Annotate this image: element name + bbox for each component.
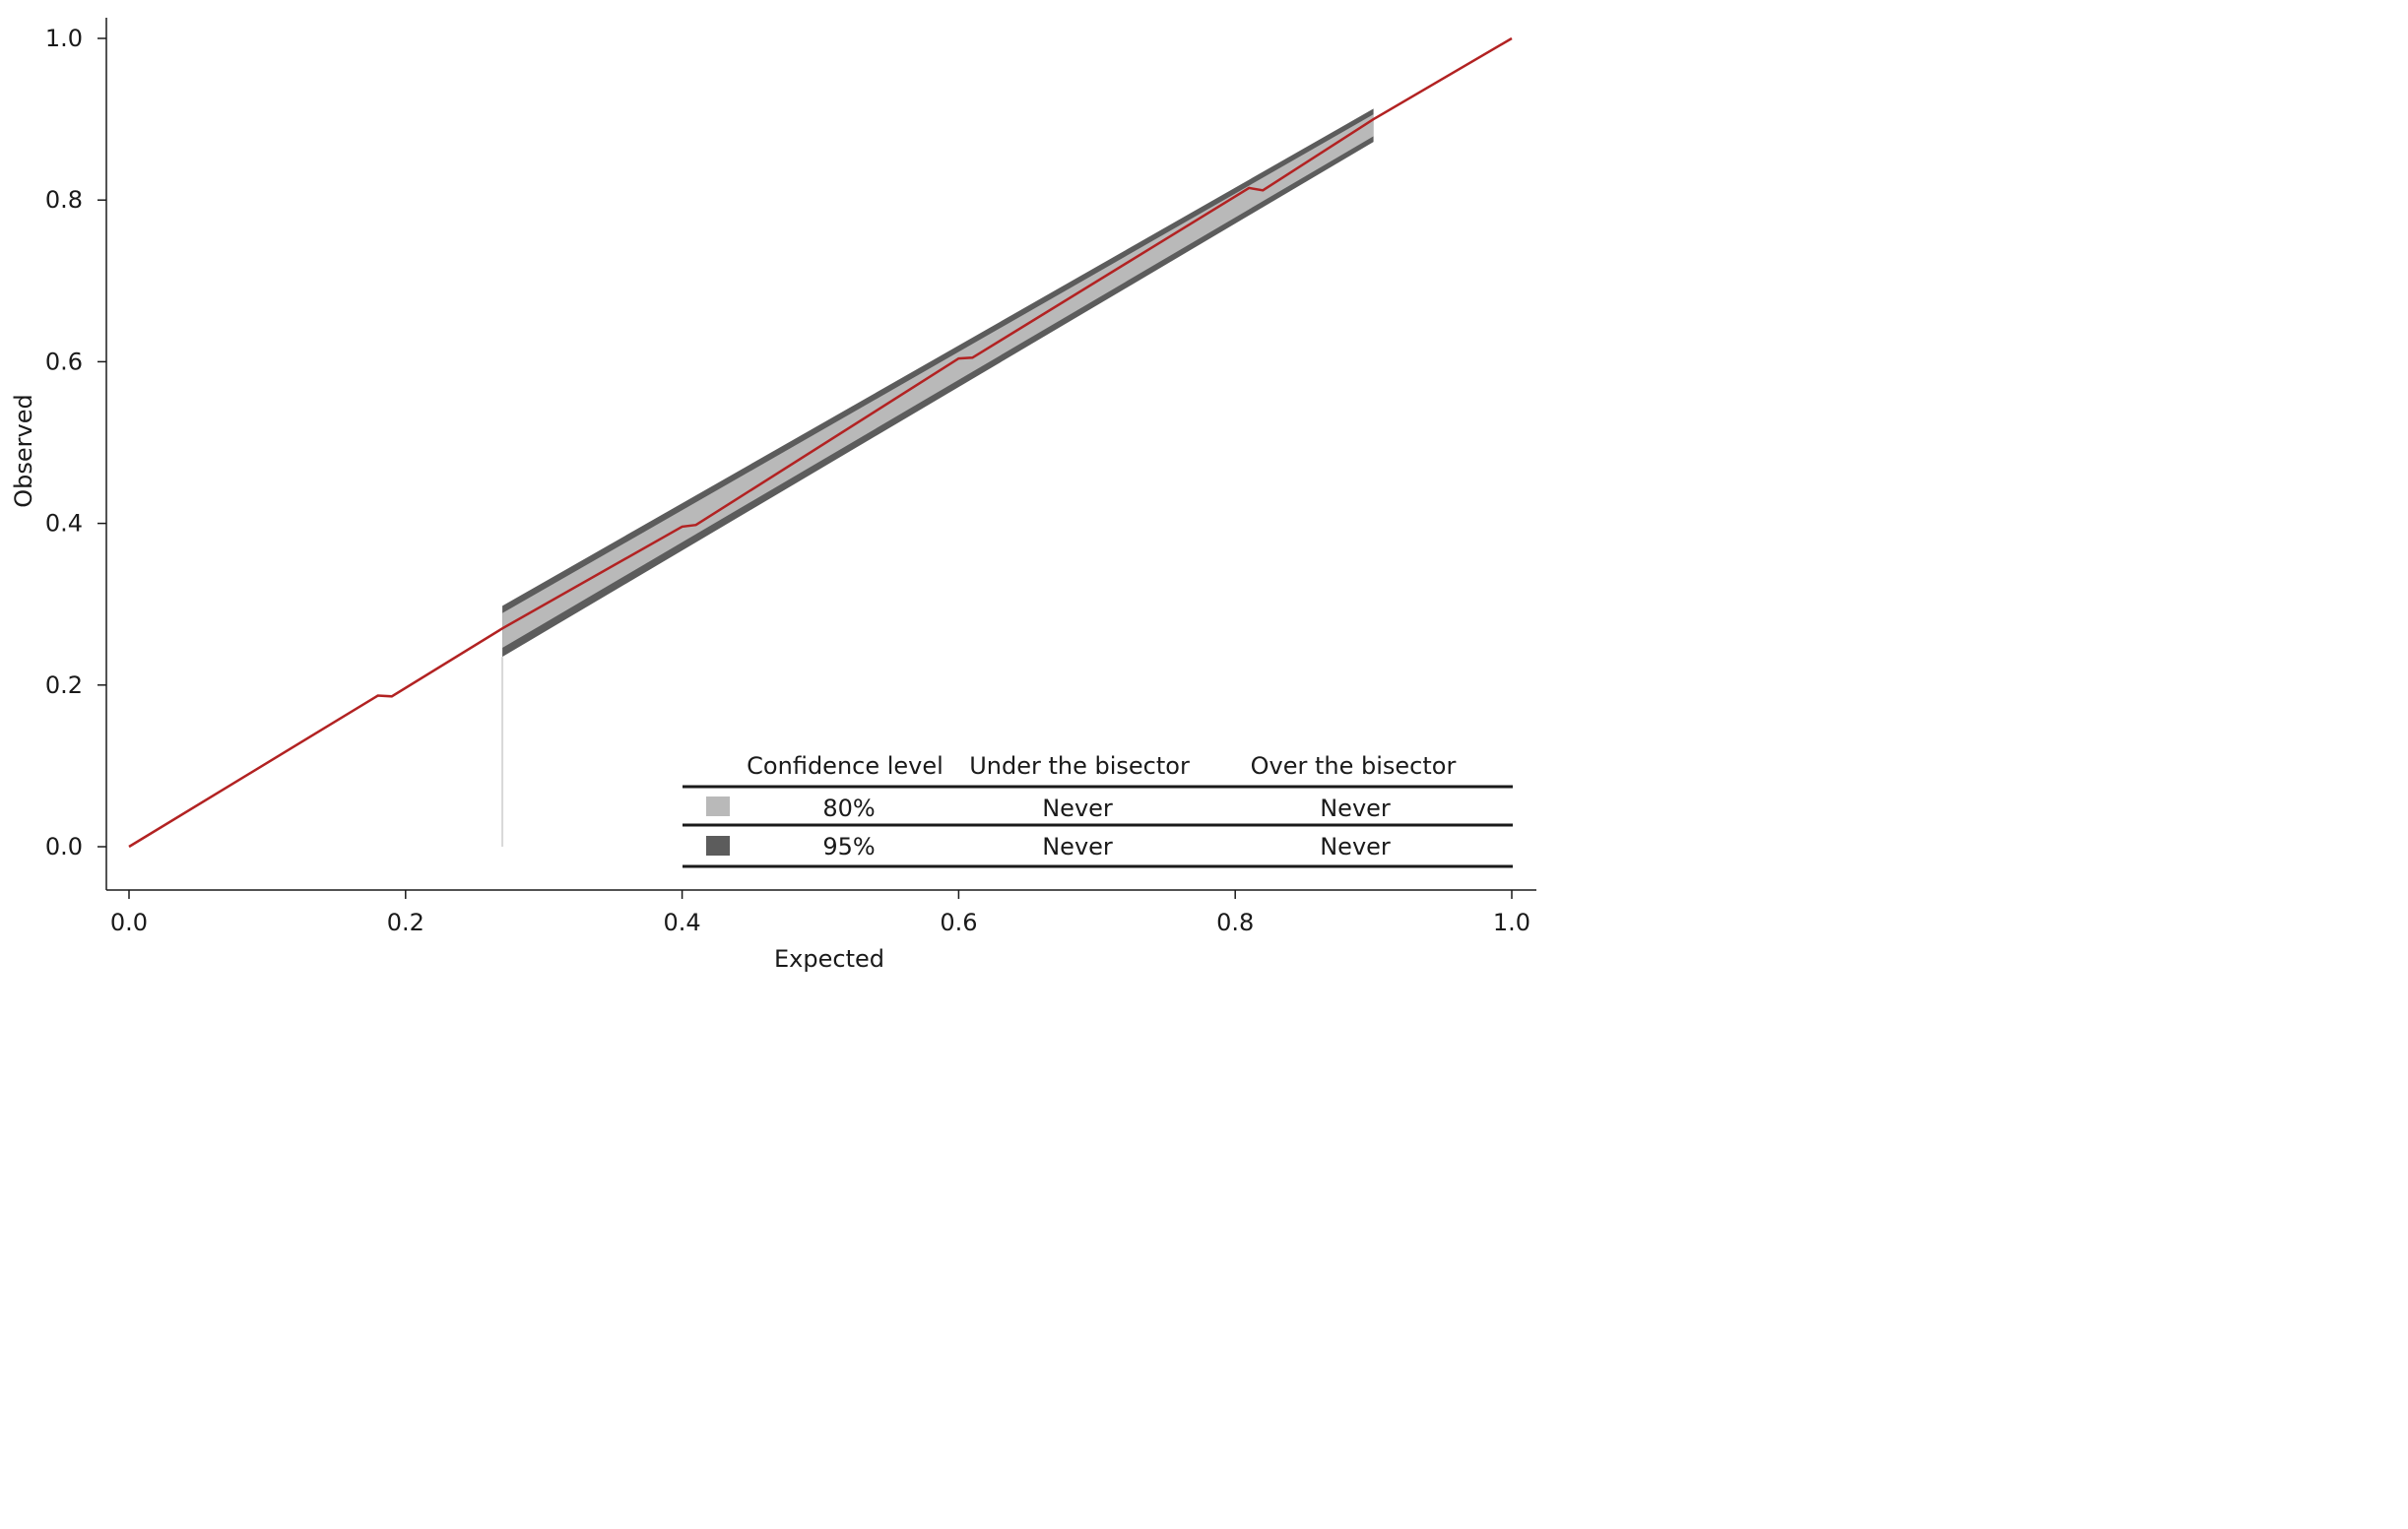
legend-swatch-80 [706,796,730,816]
y-tick-label: 1.0 [45,25,83,52]
legend-header-over: Over the bisector [1251,752,1457,780]
y-ticks: 0.0 0.2 0.4 0.6 0.8 1.0 [45,25,106,860]
legend-under-80: Never [1042,795,1113,822]
x-axis-title: Expected [774,945,884,973]
x-tick-label: 1.0 [1493,909,1530,936]
legend-level-80: 80% [822,795,875,822]
x-tick-label: 0.4 [664,909,701,936]
legend-header-under: Under the bisector [969,752,1190,780]
series-line-0 [128,36,1513,849]
y-axis-title: Observed [10,394,37,507]
x-tick-label: 0.8 [1216,909,1254,936]
legend-level-95: 95% [822,833,875,860]
band-80 [502,114,1374,649]
x-tick-label: 0.6 [940,909,977,936]
x-tick-label: 0.0 [110,909,148,936]
x-ticks: 0.0 0.2 0.4 0.6 0.8 1.0 [110,890,1530,936]
legend-header-confidence: Confidence level [747,752,944,780]
x-tick-label: 0.2 [387,909,424,936]
y-tick-label: 0.6 [45,348,83,375]
y-tick-label: 0.8 [45,186,83,214]
legend-table: Confidence level Under the bisector Over… [683,752,1513,868]
y-tick-label: 0.4 [45,510,83,538]
y-tick-label: 0.2 [45,671,83,699]
legend-under-95: Never [1042,833,1113,860]
y-tick-label: 0.0 [45,833,83,860]
legend-over-80: Never [1320,795,1391,822]
series-layer [128,36,1513,849]
calibration-chart: 0.0 0.2 0.4 0.6 0.8 1.0 0.0 0.2 0.4 0.6 0.8 1.0 Ex… [10,18,1536,973]
legend-swatch-95 [706,836,730,856]
legend-over-95: Never [1320,833,1391,860]
